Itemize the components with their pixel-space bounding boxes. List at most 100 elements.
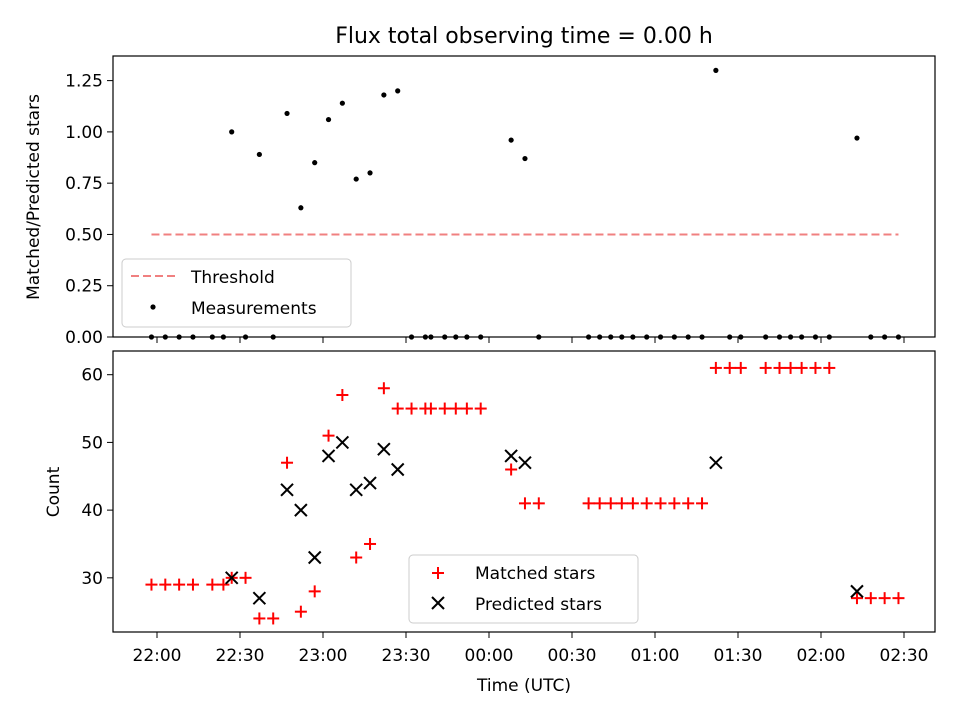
measurement-point [256, 151, 262, 158]
predicted-star-stroke-b [280, 483, 294, 497]
matched-star-point [823, 361, 836, 374]
predicted-star-point [377, 442, 391, 456]
bottom-x-tick-label: 00:00 [465, 646, 514, 666]
top-legend: Threshold Measurements [121, 258, 352, 328]
bottom-x-tick-label: 22:30 [216, 646, 265, 666]
predicted-star-point [224, 571, 239, 585]
predicted-star-stroke-b [363, 476, 377, 490]
bottom-x-tick-label: 01:00 [631, 646, 680, 666]
top-y-tick-label: 1.00 [65, 123, 103, 143]
measurement-point [325, 116, 332, 123]
matched-legend-label: Matched stars [475, 564, 595, 584]
predicted-star-stroke-b [390, 462, 405, 477]
matched-star-point [364, 537, 377, 550]
measurements-legend-marker [150, 304, 156, 310]
predicted-star-stroke-b [335, 435, 350, 450]
matched-star-point [267, 612, 280, 625]
predicted-star-stroke-b [294, 503, 308, 517]
matched-star-point [377, 382, 390, 395]
matched-star-point [206, 578, 219, 591]
measurement-point [353, 176, 359, 182]
bottom-x-tick-label: 23:00 [299, 646, 348, 666]
matched-star-point [878, 592, 891, 605]
matched-star-point [709, 361, 722, 374]
matched-star-point [186, 578, 199, 591]
matched-star-point [336, 389, 349, 402]
predicted-star-point [390, 462, 405, 477]
bottom-x-tick-label: 01:30 [714, 646, 763, 666]
matched-star-point [626, 497, 639, 510]
predicted-star-stroke-b [321, 449, 336, 463]
measurement-point [854, 135, 860, 141]
predicted-star-point [335, 435, 350, 450]
measurement-point [339, 100, 345, 106]
matched-star-point [239, 571, 252, 584]
matched-star-point [391, 402, 404, 415]
bottom-y-axis-label: Count [44, 466, 64, 517]
matched-star-point [795, 361, 808, 374]
matched-star-point [253, 612, 266, 625]
matched-star-point [654, 497, 667, 510]
measurement-point [298, 205, 304, 211]
matched-star-point [294, 605, 307, 618]
bottom-x-tick-label: 02:30 [880, 646, 929, 666]
predicted-star-point [307, 550, 322, 565]
matched-star-point [460, 402, 473, 415]
matched-star-point [682, 497, 695, 510]
bottom-chart: 30 40 50 60 22:00 22:30 23:00 23:30 00:00 00:30 0… [44, 350, 936, 696]
bottom-x-tick-label: 22:00 [133, 646, 182, 666]
matched-star-point [449, 402, 462, 415]
top-y-tick-label: 0.25 [65, 277, 103, 297]
matched-star-point [723, 361, 736, 374]
predicted-star-stroke-b [518, 456, 532, 470]
bottom-x-axis: 22:00 22:30 23:00 23:30 00:00 00:30 01:00 01:30… [133, 632, 929, 666]
top-axes-frame [112, 55, 936, 338]
threshold-legend-label: Threshold [190, 268, 275, 288]
matched-star-point [759, 361, 772, 374]
predicted-star-point [709, 456, 723, 470]
matched-star-point [518, 497, 531, 510]
predicted-star-stroke-b [349, 483, 363, 497]
matched-star-point [145, 578, 158, 591]
bottom-legend-box [408, 554, 639, 624]
predicted-star-stroke-b [709, 456, 723, 470]
matched-star-point [604, 497, 617, 510]
top-y-tick-label: 0.00 [65, 328, 103, 348]
matched-star-point [615, 497, 628, 510]
matched-star-point [809, 361, 822, 374]
measurement-point [284, 110, 290, 117]
measurements-legend-label: Measurements [191, 299, 317, 319]
predicted-star-point [321, 449, 336, 463]
matched-star-point [593, 497, 606, 510]
bottom-y-axis: 30 40 50 60 [81, 366, 113, 589]
matched-star-point [668, 497, 681, 510]
top-y-axis: 0.00 0.25 0.50 0.75 1.00 1.25 [65, 72, 113, 348]
matched-star-point [350, 551, 363, 564]
top-y-tick-label: 1.25 [65, 72, 103, 92]
measurement-point [508, 137, 514, 143]
top-legend-box [121, 258, 352, 328]
matched-star-point [864, 592, 877, 605]
matched-star-point [582, 497, 595, 510]
matched-star-point [773, 361, 786, 374]
predicted-star-stroke-b [224, 571, 239, 585]
matched-star-point [532, 497, 545, 510]
bottom-x-tick-label: 23:30 [382, 646, 431, 666]
predicted-star-stroke-b [504, 449, 518, 463]
predicted-star-stroke-b [252, 591, 267, 605]
predicted-star-stroke-b [307, 550, 322, 565]
measurement-point [713, 67, 719, 73]
predicted-star-stroke-b [377, 442, 391, 456]
matched-star-point [438, 402, 451, 415]
matched-star-point [784, 361, 797, 374]
predicted-star-point [280, 483, 294, 497]
measurement-point [229, 129, 235, 135]
matched-star-point [892, 592, 905, 605]
top-y-tick-label: 0.75 [65, 174, 103, 194]
matched-star-point [734, 361, 747, 374]
matched-star-point [405, 402, 418, 415]
bottom-legend: Matched stars Predicted stars [408, 554, 639, 624]
matched-star-point [850, 592, 863, 605]
predicted-star-point [363, 476, 377, 490]
